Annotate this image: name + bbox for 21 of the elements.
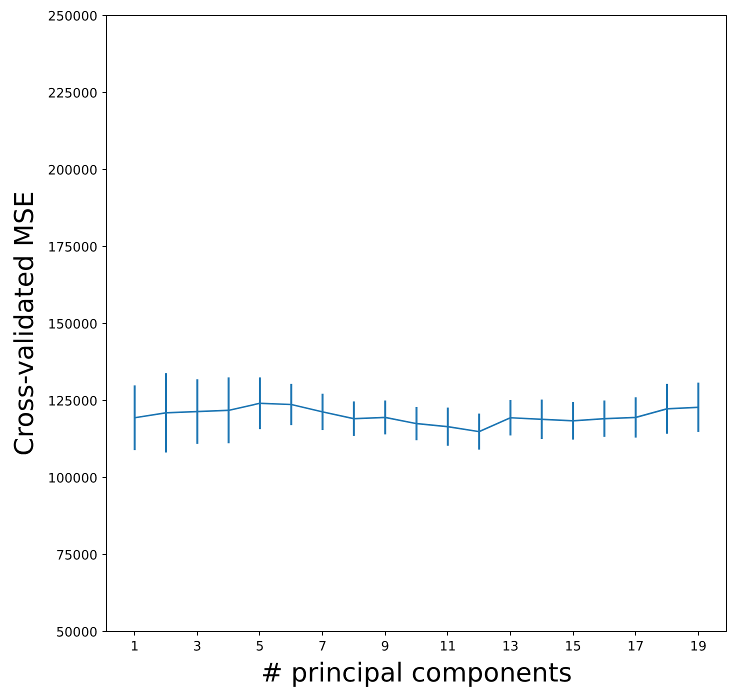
y-tick-label: 100000 (48, 472, 98, 486)
x-tick-label: 17 (627, 640, 644, 654)
y-tick-label: 175000 (48, 240, 98, 256)
x-tick-label: 3 (193, 640, 202, 654)
x-tick-label: 5 (256, 640, 264, 654)
y-tick-label: 150000 (48, 318, 98, 332)
y-tick-label: 250000 (48, 10, 98, 24)
x-tick-label: 11 (440, 640, 456, 654)
x-tick-label: 19 (690, 640, 707, 654)
y-tick-label: 225000 (48, 86, 98, 102)
x-tick-label: 1 (130, 640, 139, 654)
x-tick-label: 15 (564, 640, 582, 654)
y-tick-label: 200000 (48, 164, 98, 178)
y-tick-label: 50000 (56, 626, 98, 640)
x-tick-label: 9 (381, 640, 390, 654)
y-axis-title: Cross-validated MSE (10, 191, 40, 456)
y-tick-label: 75000 (56, 548, 98, 564)
x-tick-label: 13 (502, 640, 519, 654)
y-tick-label: 125000 (48, 394, 98, 410)
x-tick-label: 7 (318, 640, 327, 654)
x-axis-title: # principal components (260, 658, 572, 688)
